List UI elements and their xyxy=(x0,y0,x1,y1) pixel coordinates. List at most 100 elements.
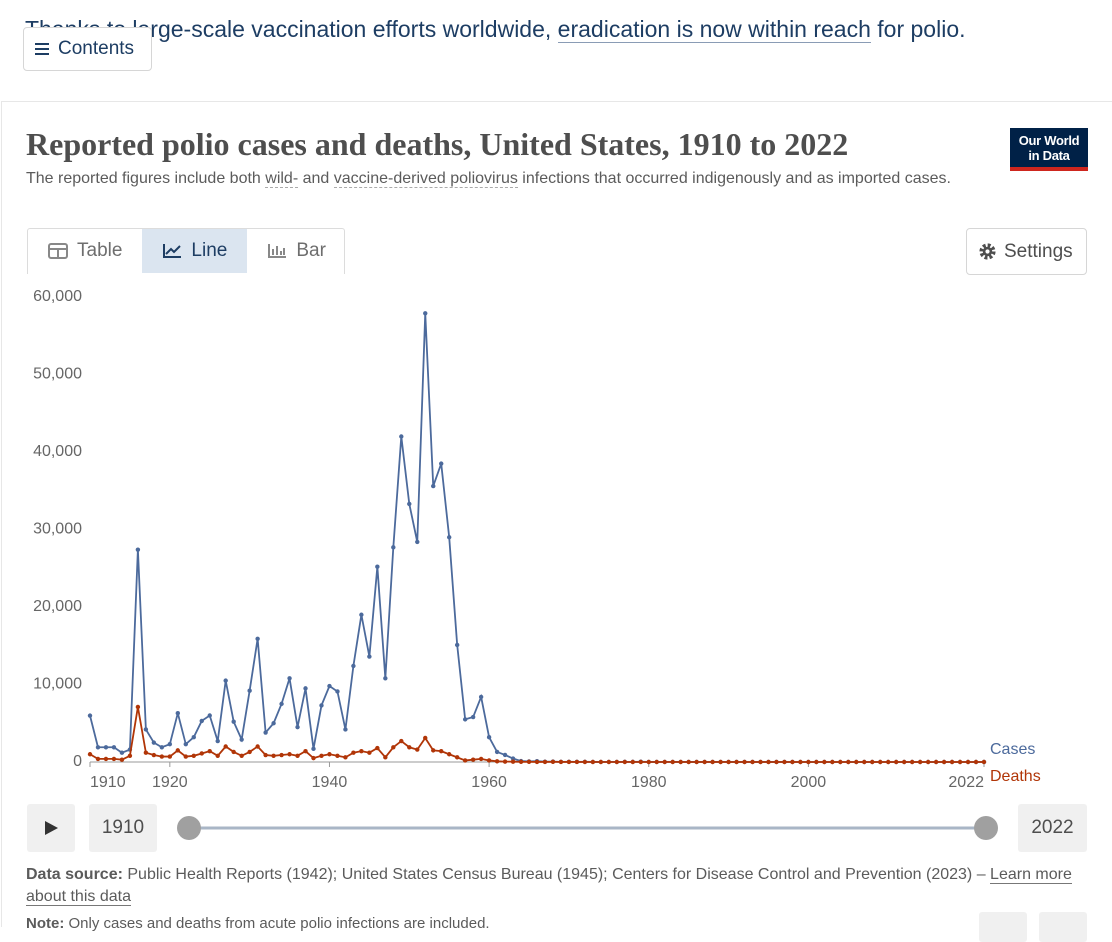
data-point xyxy=(407,501,412,507)
data-point xyxy=(790,759,795,765)
data-point xyxy=(183,754,188,759)
logo-line: in Data xyxy=(1028,148,1070,163)
table-tab[interactable]: Table xyxy=(28,229,142,273)
data-point xyxy=(199,718,204,724)
data-point xyxy=(670,759,675,765)
x-tick-label: 2000 xyxy=(791,774,827,791)
data-point xyxy=(111,756,117,762)
data-point xyxy=(295,724,300,730)
data-point xyxy=(127,753,133,758)
data-point xyxy=(239,737,244,742)
tab-bar: Table Line Bar xyxy=(27,228,345,274)
x-tick-label: 1980 xyxy=(631,774,667,791)
data-point xyxy=(223,678,228,683)
data-point xyxy=(494,749,500,755)
data-point xyxy=(247,688,252,693)
intro-link[interactable]: eradication is now within reach xyxy=(557,16,871,43)
data-point xyxy=(359,748,364,754)
data-point xyxy=(981,759,987,765)
data-point xyxy=(271,753,276,758)
data-point xyxy=(159,745,165,750)
data-point xyxy=(87,713,93,718)
data-point xyxy=(215,753,220,758)
data-point xyxy=(175,710,181,716)
data-point xyxy=(231,749,236,755)
data-point xyxy=(486,758,492,763)
tab-label: Bar xyxy=(296,240,326,261)
data-point xyxy=(870,759,875,765)
data-point xyxy=(558,759,564,765)
table-icon xyxy=(48,243,68,259)
settings-button[interactable]: Settings xyxy=(966,228,1087,275)
data-point xyxy=(750,759,755,765)
data-point xyxy=(646,759,651,765)
slider-handle[interactable] xyxy=(974,816,998,840)
action-button[interactable] xyxy=(979,912,1027,942)
data-point xyxy=(526,759,532,765)
data-point xyxy=(407,745,412,750)
bar-icon xyxy=(268,244,287,258)
data-point xyxy=(375,745,380,751)
x-tick-label: 1940 xyxy=(312,774,348,791)
data-point xyxy=(287,752,292,757)
contents-button[interactable]: Contents xyxy=(23,27,152,71)
data-point xyxy=(151,740,157,745)
data-point xyxy=(391,545,396,550)
x-tick-label: 1920 xyxy=(152,774,188,791)
data-point xyxy=(303,686,308,691)
data-point xyxy=(335,753,340,758)
source-link[interactable]: Learn more about this data xyxy=(26,866,1072,906)
data-point xyxy=(734,759,739,765)
data-point xyxy=(263,752,268,758)
data-point xyxy=(878,759,883,765)
data-point xyxy=(901,759,907,765)
data-point xyxy=(423,311,428,316)
data-point xyxy=(287,676,292,681)
data-point xyxy=(550,759,556,765)
source-label: Data source: xyxy=(26,866,123,883)
data-point xyxy=(510,759,516,764)
data-point xyxy=(295,753,300,758)
subtitle-term[interactable]: vaccine-derived poliovirus xyxy=(333,170,518,188)
data-point xyxy=(862,759,867,765)
bar-tab[interactable]: Bar xyxy=(247,229,346,273)
data-point xyxy=(343,755,348,760)
data-point xyxy=(279,752,284,758)
action-button[interactable] xyxy=(1039,912,1087,942)
data-point xyxy=(630,759,635,765)
data-point xyxy=(933,759,939,765)
data-point xyxy=(798,759,803,765)
data-point xyxy=(255,636,260,641)
menu-icon xyxy=(35,43,49,55)
end-year[interactable]: 2022 xyxy=(1018,804,1087,852)
data-point xyxy=(510,756,516,761)
timeline-slider[interactable] xyxy=(170,808,1006,848)
data-point xyxy=(718,759,723,765)
data-point xyxy=(167,754,173,759)
x-tick-label: 2022 xyxy=(948,774,984,791)
data-point xyxy=(239,753,244,758)
note-text: Only cases and deaths from acute polio i… xyxy=(64,915,490,932)
data-point xyxy=(702,759,707,765)
data-point xyxy=(119,757,125,762)
line-tab[interactable]: Line xyxy=(142,229,248,273)
series-line xyxy=(89,706,984,763)
data-point xyxy=(391,745,396,750)
play-button[interactable] xyxy=(27,804,75,852)
y-tick-label: 50,000 xyxy=(33,366,82,383)
x-tick-label: 1910 xyxy=(90,774,126,791)
data-point xyxy=(175,748,181,753)
data-point xyxy=(255,744,260,749)
data-point xyxy=(949,759,955,765)
subtitle-text: and xyxy=(298,170,334,187)
start-year[interactable]: 1910 xyxy=(89,804,157,852)
data-point xyxy=(502,752,508,758)
subtitle-term[interactable]: wild- xyxy=(265,170,299,188)
data-point xyxy=(359,612,364,617)
logo[interactable]: Our World in Data xyxy=(1010,128,1088,171)
slider-handle[interactable] xyxy=(177,816,201,840)
data-point xyxy=(151,752,157,758)
line-icon xyxy=(163,244,182,258)
data-point xyxy=(830,759,835,765)
data-point xyxy=(383,676,388,681)
